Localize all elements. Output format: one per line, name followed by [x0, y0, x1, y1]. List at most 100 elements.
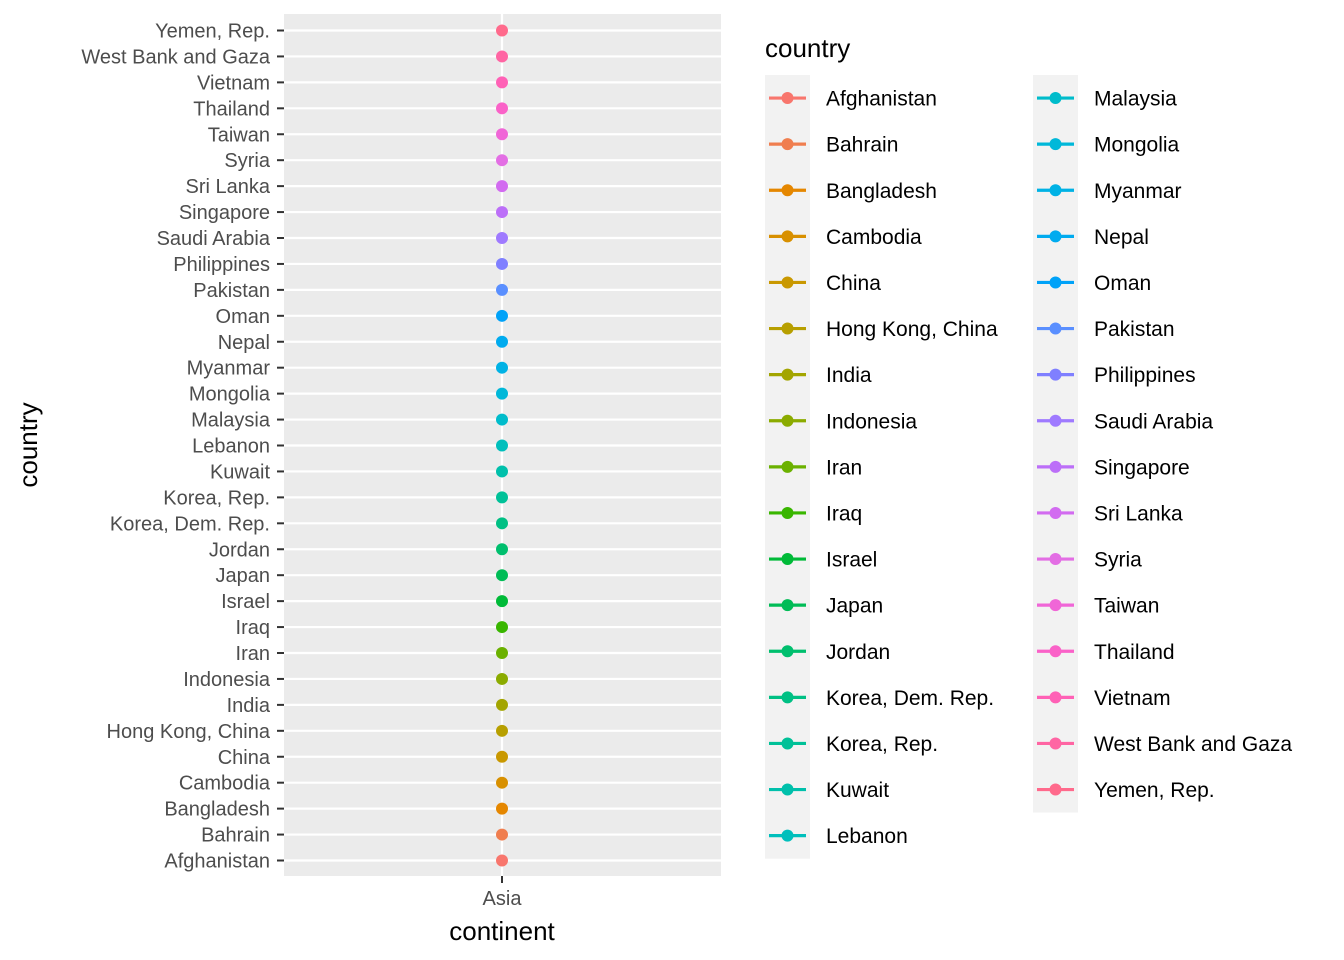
legend-item: Pakistan	[1037, 318, 1175, 341]
legend-label: Taiwan	[1094, 595, 1159, 618]
legend-key-point	[781, 783, 794, 796]
legend-label: Indonesia	[826, 410, 917, 433]
y-tick-label: Pakistan	[193, 280, 270, 302]
legend-item: Cambodia	[769, 226, 922, 249]
legend-key-point	[1049, 506, 1062, 519]
data-point	[496, 76, 508, 89]
data-point	[496, 647, 508, 659]
y-axis-title: country	[13, 402, 43, 487]
data-point	[496, 724, 508, 737]
legend-key-point	[1049, 368, 1062, 381]
data-point	[496, 828, 508, 841]
legend-item: Sri Lanka	[1037, 502, 1183, 525]
y-tick-label: Lebanon	[192, 436, 270, 458]
legend-label: Iran	[826, 456, 862, 479]
legend-key-point	[781, 506, 794, 519]
legend-key-point	[781, 599, 794, 612]
y-tick-label: Korea, Dem. Rep.	[110, 513, 270, 535]
y-tick-label: Myanmar	[187, 358, 271, 380]
y-tick-label: Indonesia	[183, 669, 271, 691]
data-point	[496, 361, 508, 374]
data-point	[496, 283, 508, 296]
data-point	[496, 802, 508, 815]
legend-label: West Bank and Gaza	[1094, 733, 1292, 756]
legend-item: Korea, Rep.	[769, 733, 938, 756]
data-point	[496, 413, 508, 426]
data-point	[496, 750, 508, 763]
legend: country Afghanistan Bahrain Bangladesh Camb…	[765, 33, 1292, 859]
legend-key-point	[781, 230, 794, 243]
y-tick-label: Nepal	[218, 332, 270, 354]
data-point	[496, 491, 508, 504]
legend-label: India	[826, 364, 872, 387]
x-axis-title: continent	[449, 916, 555, 946]
legend-item: Lebanon	[769, 825, 908, 848]
legend-item: Oman	[1037, 272, 1151, 295]
data-point	[496, 335, 508, 348]
legend-item: Jordan	[769, 641, 890, 664]
legend-key-point	[1049, 737, 1062, 750]
legend-item: Bangladesh	[769, 180, 937, 203]
y-tick-label: Hong Kong, China	[107, 721, 271, 743]
legend-item: Malaysia	[1037, 88, 1177, 111]
legend-item: Israel	[769, 549, 877, 572]
y-tick-label: Malaysia	[191, 410, 271, 432]
legend-key-point	[1049, 460, 1062, 473]
legend-key-point	[781, 691, 794, 704]
legend-item: Taiwan	[1037, 595, 1159, 618]
legend-item: Korea, Dem. Rep.	[769, 687, 994, 710]
legend-key-point	[781, 92, 794, 105]
legend-key-point	[1049, 92, 1062, 105]
legend-item: Mongolia	[1037, 134, 1180, 157]
legend-label: Bangladesh	[826, 180, 937, 203]
data-point	[496, 776, 508, 789]
data-point	[496, 232, 508, 244]
y-tick-label: Syria	[224, 150, 270, 172]
legend-item: Myanmar	[1037, 180, 1182, 203]
legend-key-point	[781, 368, 794, 381]
y-tick-label: Bangladesh	[164, 799, 270, 821]
legend-label: Jordan	[826, 641, 890, 664]
data-point	[496, 569, 508, 582]
legend-title: country	[765, 33, 850, 63]
legend-item: Singapore	[1037, 456, 1190, 479]
legend-key-point	[781, 138, 794, 151]
data-point	[496, 387, 508, 400]
y-tick-label: Cambodia	[179, 773, 271, 795]
legend-key-point	[1049, 322, 1062, 335]
legend-item: Afghanistan	[769, 88, 937, 111]
legend-item: Nepal	[1037, 226, 1149, 249]
legend-label: Sri Lanka	[1094, 502, 1183, 525]
legend-key-point	[1049, 783, 1062, 796]
y-tick-label: Oman	[216, 306, 270, 328]
legend-key-point	[1049, 645, 1062, 658]
y-tick-label: Mongolia	[189, 384, 271, 406]
data-point	[496, 257, 508, 270]
y-tick-label: Bahrain	[201, 825, 270, 847]
legend-key-point	[781, 645, 794, 658]
data-point	[496, 621, 508, 634]
legend-label: Thailand	[1094, 641, 1175, 664]
y-tick-label: Vietnam	[197, 72, 270, 94]
legend-label: Israel	[826, 549, 877, 572]
legend-item: Vietnam	[1037, 687, 1171, 710]
legend-label: Japan	[826, 595, 883, 618]
legend-key-point	[781, 184, 794, 197]
legend-key-point	[781, 460, 794, 473]
legend-item: India	[769, 364, 872, 387]
legend-label: China	[826, 272, 881, 295]
legend-key-point	[1049, 599, 1062, 612]
data-point	[496, 517, 508, 530]
legend-item: China	[769, 272, 881, 295]
legend-item: Bahrain	[769, 134, 898, 157]
y-tick-label: India	[227, 695, 271, 717]
legend-key-point	[1049, 553, 1062, 566]
data-point	[496, 439, 508, 452]
legend-label: Iraq	[826, 502, 862, 525]
legend-item: West Bank and Gaza	[1037, 733, 1292, 756]
legend-item: Kuwait	[769, 779, 889, 802]
legend-label: Oman	[1094, 272, 1151, 295]
legend-item: Iraq	[769, 502, 862, 525]
legend-key-point	[1049, 276, 1062, 289]
legend-label: Myanmar	[1094, 180, 1182, 203]
